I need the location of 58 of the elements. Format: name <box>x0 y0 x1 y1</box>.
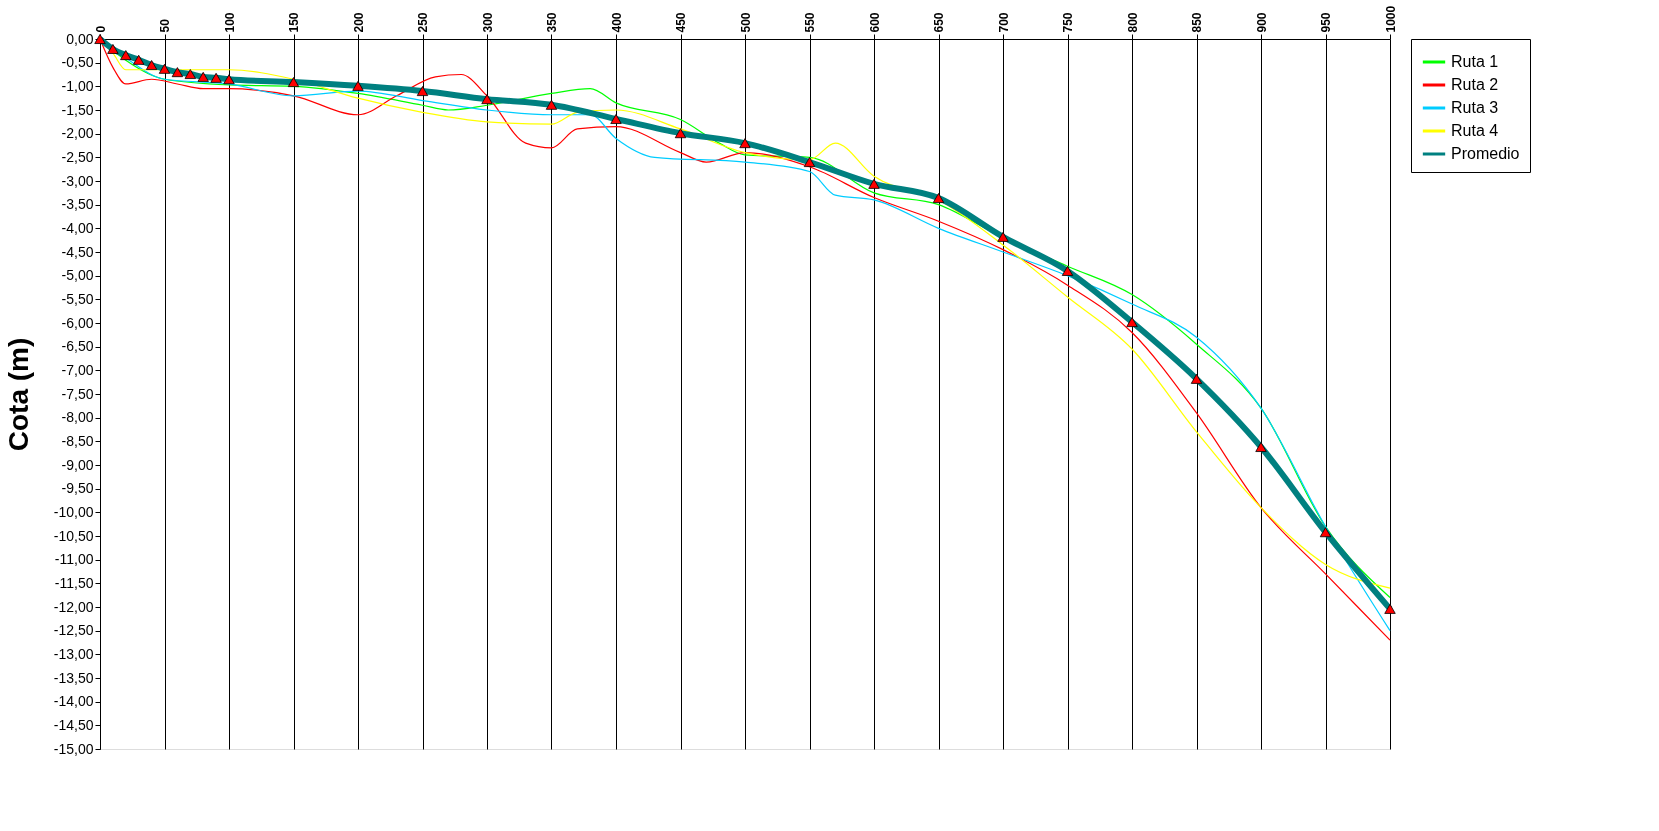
x-tick-label: 650 <box>932 12 946 33</box>
y-tick-label: -6,00 <box>61 314 94 331</box>
y-tick-label: -14,50 <box>53 716 94 733</box>
y-tick-label: -5,00 <box>61 267 94 284</box>
y-tick-label: -12,00 <box>53 598 94 615</box>
y-tick-label: -0,50 <box>61 54 94 71</box>
y-tick-label: -3,50 <box>61 196 94 213</box>
y-tick-label: -4,00 <box>61 219 94 236</box>
legend-label: Ruta 4 <box>1451 122 1499 139</box>
x-tick-label: 150 <box>287 12 301 33</box>
y-tick-label: -5,50 <box>61 290 94 307</box>
x-tick-label: 500 <box>738 12 753 33</box>
x-tick-label: 1000 <box>1383 5 1398 33</box>
y-tick-label: -8,50 <box>61 432 94 449</box>
legend-label: Ruta 1 <box>1451 53 1499 70</box>
x-tick-label: 200 <box>351 12 366 33</box>
x-tick-label: 600 <box>867 12 882 33</box>
x-tick-label: 250 <box>416 12 430 33</box>
x-tick-label: 900 <box>1254 12 1269 33</box>
x-tick-label: 100 <box>222 12 237 33</box>
x-tick-label: 750 <box>1061 12 1075 33</box>
x-tick-label: 700 <box>996 12 1011 33</box>
y-tick-label: -11,00 <box>54 551 94 568</box>
y-tick-label: 0,00 <box>66 30 94 47</box>
x-tick-label: 0 <box>93 25 108 33</box>
x-tick-label: 550 <box>803 12 817 33</box>
y-tick-label: -10,00 <box>53 503 94 520</box>
y-tick-label: -1,00 <box>61 77 94 94</box>
legend-label: Promedio <box>1451 145 1520 162</box>
x-tick-label: 350 <box>545 12 559 33</box>
x-tick-label: 50 <box>158 18 172 33</box>
y-tick-label: -6,50 <box>61 338 94 355</box>
y-tick-label: -7,00 <box>61 361 94 378</box>
y-axis-title: Cota (m) <box>2 337 34 452</box>
legend-label: Ruta 3 <box>1451 99 1499 116</box>
y-tick-label: -2,00 <box>61 125 94 142</box>
y-tick-label: -14,00 <box>53 693 94 710</box>
x-tick-label: 800 <box>1125 12 1140 33</box>
x-tick-label: 300 <box>480 12 495 33</box>
y-tick-label: -1,50 <box>61 101 94 118</box>
legend-label: Ruta 2 <box>1451 76 1499 93</box>
y-tick-label: -12,50 <box>53 622 94 639</box>
y-tick-label: -4,50 <box>61 243 94 260</box>
y-tick-label: -7,50 <box>61 385 94 402</box>
y-tick-label: -11,50 <box>54 574 94 591</box>
x-tick-label: 450 <box>674 12 688 33</box>
y-tick-label: -10,50 <box>53 527 94 544</box>
y-tick-label: -9,00 <box>61 456 94 473</box>
x-tick-label: 950 <box>1319 12 1333 33</box>
y-tick-label: -2,50 <box>61 148 94 165</box>
y-tick-label: -8,00 <box>61 409 94 426</box>
y-tick-label: -15,00 <box>53 740 94 757</box>
x-tick-label: 400 <box>609 12 624 33</box>
y-tick-label: -3,00 <box>61 172 94 189</box>
y-tick-label: -13,50 <box>53 669 94 686</box>
x-tick-label: 850 <box>1190 12 1204 33</box>
y-tick-label: -9,50 <box>61 480 94 497</box>
y-tick-label: -13,00 <box>53 645 94 662</box>
